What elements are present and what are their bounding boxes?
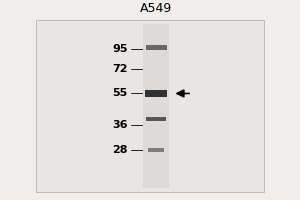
Text: A549: A549: [140, 2, 172, 15]
Text: 28: 28: [112, 145, 128, 155]
Text: 55: 55: [112, 88, 128, 98]
Bar: [36, 20, 264, 192]
Text: 95: 95: [112, 44, 128, 54]
Bar: [143, 24, 169, 188]
Bar: [146, 117, 166, 121]
Text: 36: 36: [112, 120, 128, 130]
Text: 72: 72: [112, 64, 128, 74]
Bar: [145, 90, 167, 97]
Bar: [146, 45, 167, 50]
Bar: [148, 148, 164, 152]
